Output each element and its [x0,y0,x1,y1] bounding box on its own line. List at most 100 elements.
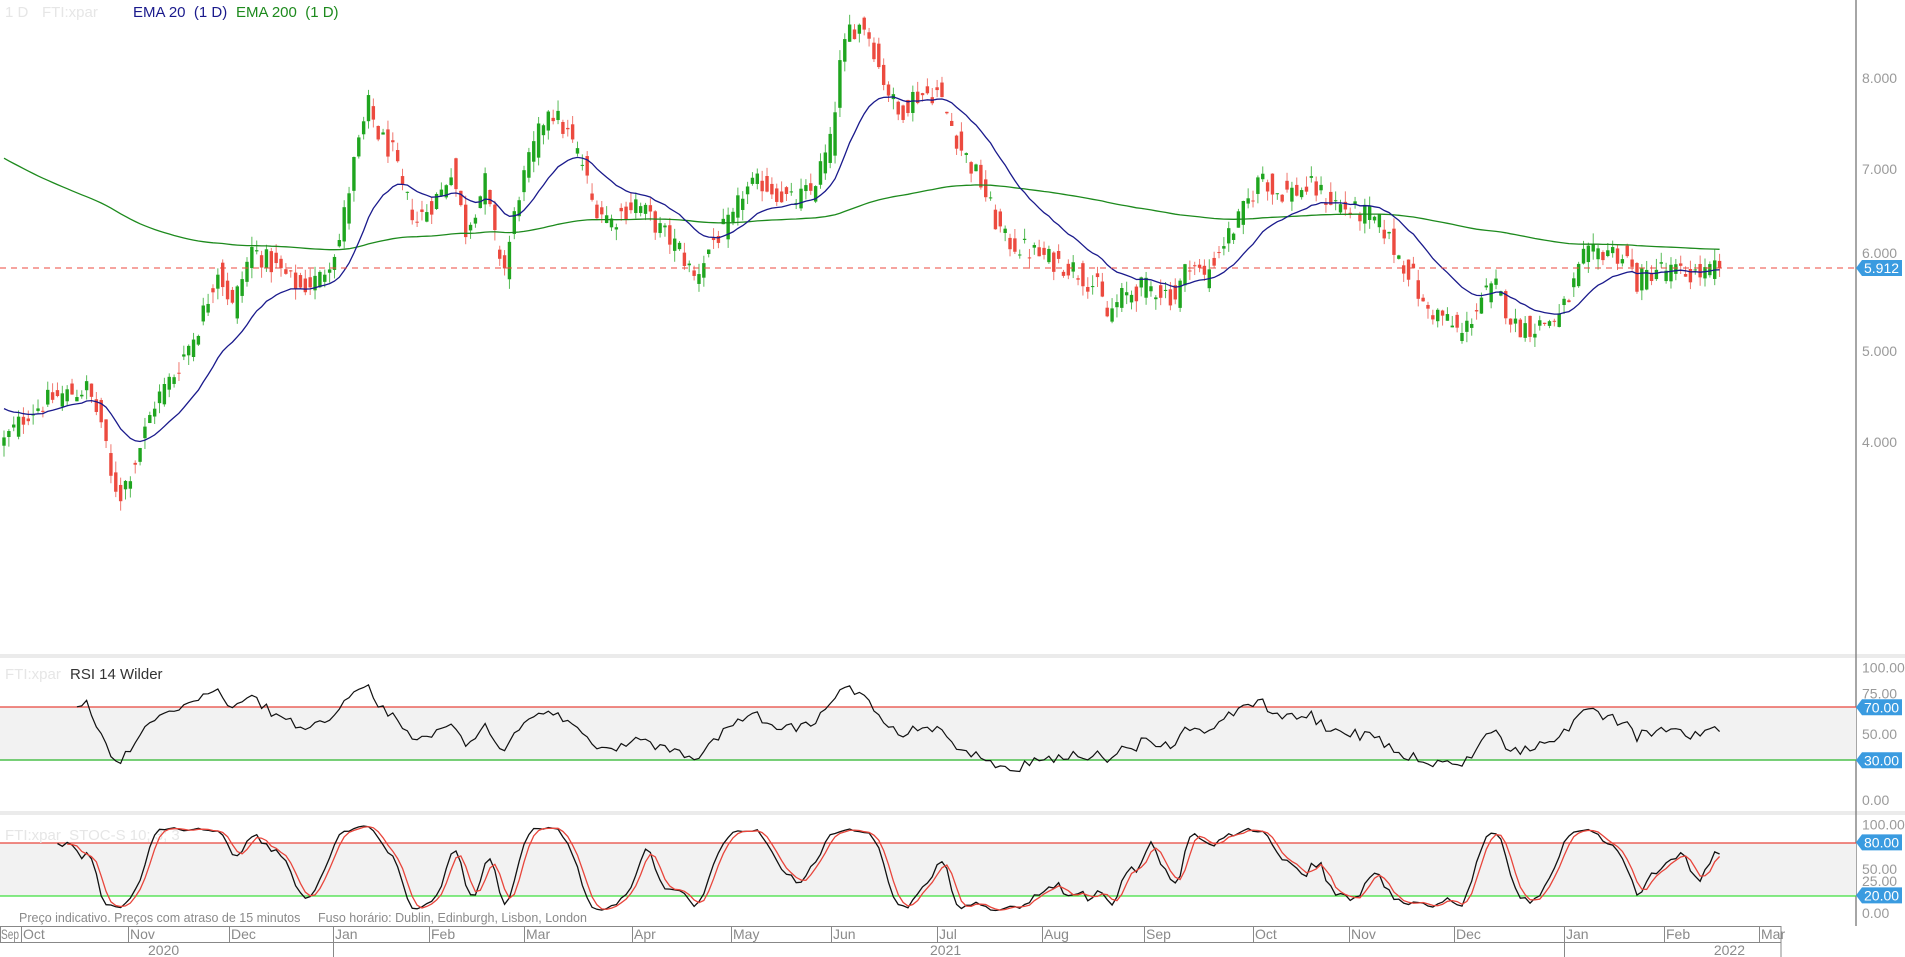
time-axis[interactable]: Sep Oct Nov Dec Jan Feb Mar Apr May Jun Jul Aug Sep O… [0,926,1786,957]
candle [371,106,376,120]
candle [682,252,687,266]
panel-separator[interactable] [0,811,1905,815]
candle [828,133,832,163]
candle [702,263,706,278]
candle [1674,264,1678,274]
candle [1508,318,1513,325]
candle [259,255,264,268]
month-label-mar[interactable]: Mar [1761,926,1785,942]
year-label[interactable]: 2022 [1714,942,1745,957]
candle [600,207,604,215]
candle [677,242,682,250]
candle [570,124,575,140]
candle [415,221,419,223]
candle [1620,259,1625,264]
candle [847,24,852,42]
last-price-tag [1856,260,1902,277]
legend-ema20[interactable]: EMA 20 (1 D) [133,4,227,21]
candle [1027,257,1032,259]
candle [1333,200,1338,202]
candle [264,249,269,268]
candle [337,240,342,247]
candle [434,193,439,210]
candle [707,249,711,255]
candle [80,394,84,397]
month-label-oct[interactable]: Oct [1255,926,1277,942]
candle [1431,315,1435,320]
month-label-feb[interactable]: Feb [1666,926,1690,942]
month-label-apr[interactable]: Apr [634,926,656,942]
candle [818,161,823,185]
candle [1635,263,1639,292]
candle [852,29,857,40]
candle [1309,176,1314,178]
candle [1591,244,1595,252]
candle [284,269,288,274]
year-label[interactable]: 2020 [148,942,179,957]
candle [1003,228,1007,233]
stoch-tick-label: 100.00 [1862,817,1905,833]
candle [279,258,283,269]
candle [342,207,346,242]
year-label[interactable]: 2021 [930,942,961,957]
month-label-dec[interactable]: Dec [1456,926,1481,942]
candle [46,389,50,405]
candle [410,209,414,221]
candle [1241,201,1245,225]
candle [439,189,444,196]
candle [1606,250,1610,257]
month-label-oct[interactable]: Oct [23,926,45,942]
month-label-nov[interactable]: Nov [130,926,155,942]
candle [950,120,954,126]
candle [517,200,521,217]
ema200-line [3,157,1720,251]
month-label-jul[interactable]: Jul [939,926,957,942]
candle [736,195,740,218]
candle [886,84,891,96]
month-label-sep[interactable]: Sep [1,926,19,942]
rsi-upper-tag [1856,699,1902,716]
panel-separator[interactable] [0,654,1905,658]
candle [128,481,133,489]
candle [1581,248,1586,264]
stoch-k-line [57,825,1720,912]
candle [813,186,818,202]
month-label-aug[interactable]: Aug [1044,926,1069,942]
price-tick-label: 7.000 [1862,161,1897,177]
candle [546,111,551,131]
candle [911,91,915,113]
candle [1144,277,1148,298]
month-label-jan[interactable]: Jan [335,926,358,942]
candle [1499,291,1503,296]
month-label-may[interactable]: May [733,926,759,942]
candle [405,191,410,193]
month-label-nov[interactable]: Nov [1351,926,1376,942]
candle [561,121,565,134]
legend-ema200[interactable]: EMA 200 (1 D) [236,4,339,21]
candle [1212,257,1216,266]
month-label-jan[interactable]: Jan [1566,926,1589,942]
month-label-dec[interactable]: Dec [231,926,256,942]
candle [1139,277,1143,288]
price-tick-label: 8.000 [1862,70,1897,86]
candle [629,202,633,211]
month-label-sep[interactable]: Sep [1146,926,1171,942]
candle [1372,216,1377,221]
candle [1411,263,1416,269]
candle [784,187,789,195]
candle [881,64,886,85]
month-label-feb[interactable]: Feb [431,926,455,942]
candle [624,206,628,220]
candle [532,141,536,162]
candle [1470,323,1474,328]
candle [1158,285,1163,298]
candle [186,345,191,356]
month-label-mar[interactable]: Mar [526,926,550,942]
candle [1095,273,1100,278]
candle [915,91,920,104]
candle [1353,201,1357,204]
candle [1382,229,1386,239]
month-label-jun[interactable]: Jun [833,926,856,942]
candle [1338,204,1343,213]
